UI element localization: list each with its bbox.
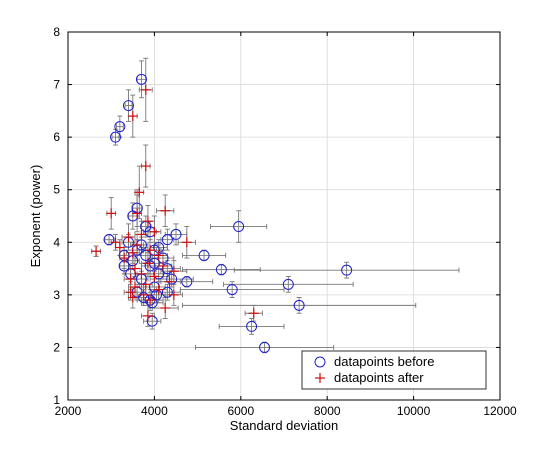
point-after (160, 205, 171, 216)
point-after (158, 260, 169, 271)
point-after (129, 263, 140, 274)
x-tick-label: 12000 (483, 404, 517, 418)
point-before (341, 264, 353, 276)
point-before (215, 264, 227, 276)
legend-marker-after (315, 373, 325, 383)
legend-label-before: datapoints before (334, 354, 434, 369)
point-after (127, 292, 138, 303)
point-before (259, 341, 271, 353)
point-after (114, 242, 125, 253)
y-tick-label: 8 (53, 25, 60, 39)
legend: datapoints before datapoints after (301, 350, 487, 390)
point-before (246, 320, 258, 332)
point-after (142, 310, 153, 321)
point-after (106, 208, 117, 219)
point-after (149, 226, 160, 237)
point-after (91, 246, 102, 257)
point-after (140, 161, 151, 172)
point-after (149, 271, 160, 282)
point-after (129, 281, 140, 292)
error-bar (244, 304, 263, 322)
error-bar (136, 60, 147, 99)
point-after (164, 276, 175, 287)
point-after (168, 289, 179, 300)
point-after (136, 268, 147, 279)
point-before (127, 210, 139, 222)
point-after (132, 239, 143, 250)
point-before (110, 131, 122, 143)
x-tick-label: 6000 (227, 404, 254, 418)
point-after (140, 279, 151, 290)
error-bar (210, 210, 268, 243)
point-before (181, 276, 193, 288)
point-after (168, 266, 179, 277)
x-tick-label: 10000 (397, 404, 431, 418)
y-tick-label: 7 (53, 78, 60, 92)
x-axis-label: Standard deviation (230, 418, 338, 433)
error-bar (233, 261, 460, 279)
y-tick-label: 6 (53, 130, 60, 144)
error-bar (182, 263, 261, 276)
x-tick-label: 2000 (55, 404, 82, 418)
y-tick-label: 4 (53, 235, 60, 249)
legend-box (301, 350, 487, 390)
point-before (144, 260, 156, 272)
x-tick-label: 4000 (141, 404, 168, 418)
point-before (153, 268, 165, 280)
point-before (161, 234, 173, 246)
point-after (142, 258, 153, 269)
point-before (282, 278, 294, 290)
point-after (142, 216, 153, 227)
plot-frame (67, 31, 501, 401)
point-before (161, 286, 173, 298)
point-before (122, 100, 134, 112)
y-tick-label: 5 (53, 183, 60, 197)
point-before (293, 299, 305, 311)
point-before (170, 228, 182, 240)
point-before (226, 284, 238, 296)
point-after (140, 84, 151, 95)
point-after (138, 289, 149, 300)
legend-marker-before (314, 356, 326, 368)
point-before (103, 234, 115, 246)
point-after (153, 284, 164, 295)
y-tick-label: 2 (53, 340, 60, 354)
point-after (132, 208, 143, 219)
point-before (135, 73, 147, 85)
y-tick-label: 3 (53, 288, 60, 302)
point-before (146, 297, 158, 309)
y-tick-label: 1 (53, 393, 60, 407)
error-bars (91, 57, 460, 354)
point-after (119, 253, 130, 264)
point-before (198, 249, 210, 261)
point-after (145, 245, 156, 256)
error-bar (182, 297, 417, 314)
point-after (160, 303, 171, 313)
point-after (125, 287, 136, 298)
point-after (127, 247, 138, 258)
point-after (127, 111, 138, 122)
point-after (134, 187, 145, 198)
legend-label-after: datapoints after (334, 370, 424, 385)
point-after (248, 308, 259, 319)
y-axis-label: Exponent (power) (28, 165, 43, 268)
point-after (125, 274, 136, 285)
x-tick-label: 8000 (314, 404, 341, 418)
point-after (181, 237, 192, 248)
point-before (233, 221, 245, 233)
axis-ticks: 2000 4000 6000 8000 10000 12000 1 2 3 4 5 6 7 8 (53, 25, 517, 418)
point-after (110, 237, 121, 248)
error-bar (182, 249, 227, 262)
point-after (153, 250, 164, 261)
point-before (114, 121, 126, 133)
point-after (123, 232, 134, 243)
point-after (136, 229, 147, 240)
data-markers (91, 73, 353, 353)
point-before (166, 273, 178, 285)
point-before (148, 281, 160, 293)
point-before (161, 263, 173, 275)
point-after (145, 295, 156, 306)
